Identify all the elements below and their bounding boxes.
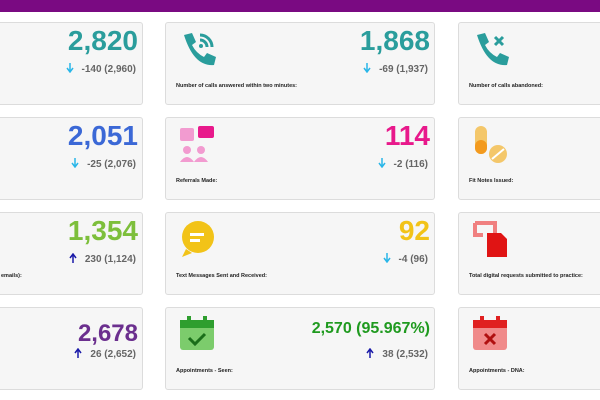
card-icon [471,314,511,359]
stat-change: 230 (1,124) [69,252,136,266]
stat-label: Number of calls abandoned: [469,83,543,89]
stat-change: -4 (96) [382,253,428,266]
card-icon [178,314,218,359]
change-text: -25 (2,076) [87,159,136,170]
stat-value: 114 [384,120,430,151]
card-icon [471,219,511,264]
card-icon [471,29,511,74]
stat-value: 2,678 [77,320,138,347]
stat-label: emails): [1,273,22,279]
stat-label: Number of calls answered within two minu… [176,83,298,89]
trend-arrow [366,347,375,361]
change-text: -2 (116) [393,159,428,170]
change-text: -4 (96) [398,254,428,265]
change-text: -69 (1,937) [379,64,428,75]
stat-card: 2,678 26 (2,652) [0,307,143,390]
trend-arrow [382,253,391,266]
change-text: 26 (2,652) [90,349,136,360]
trend-arrow [377,158,386,171]
stat-value: 1,868 [359,25,430,56]
trend-arrow [74,347,83,361]
stat-card: Number of calls abandoned: [458,22,600,105]
stat-card: 2,820 -140 (2,960) [0,22,143,105]
stat-card: 1,868 -69 (1,937) Number of calls answered… [165,22,435,105]
change-text: 38 (2,532) [382,349,428,360]
stat-card: 2,570 (95.967%) 38 (2,532) Appointments - … [165,307,435,390]
stat-label: Fit Notes Issued: [469,178,514,184]
stat-label: Text Messages Sent and Received: [176,273,267,279]
stat-value: 2,051 [67,120,138,151]
card-icon [178,29,218,74]
stat-card: 2,051 -25 (2,076) [0,117,143,200]
stat-change: -25 (2,076) [71,158,136,171]
stat-change: -140 (2,960) [65,63,136,76]
trend-arrow [69,252,77,266]
stat-label: Appointments - DNA: [469,368,525,374]
stat-card: 92 -4 (96) Text Messages Sent and Received… [165,212,435,295]
stat-label: Total digital requests submitted to prac… [469,273,583,279]
trend-arrow [65,63,74,76]
card-icon [471,124,511,169]
stat-change: 38 (2,532) [366,347,428,361]
stat-value: 1,354 [67,215,138,246]
stat-label: Appointments - Seen: [176,368,233,374]
trend-arrow [363,63,371,76]
stat-value: 2,570 (95.967%) [311,320,430,337]
change-text: -140 (2,960) [81,64,136,75]
stat-value: 92 [398,215,430,246]
stat-card: 1,354 230 (1,124) emails): [0,212,143,295]
trend-arrow [71,158,79,171]
stat-card: Appointments - DNA: [458,307,600,390]
card-icon [178,124,218,169]
header-bar [0,0,600,12]
stat-label: Referrals Made: [176,178,218,184]
card-icon [178,219,218,264]
stat-change: 26 (2,652) [74,347,136,361]
stat-change: -69 (1,937) [363,63,428,76]
stat-value: 2,820 [67,25,138,56]
stat-card: 114 -2 (116) Referrals Made: [165,117,435,200]
change-text: 230 (1,124) [84,254,136,265]
stat-change: -2 (116) [377,158,428,171]
stat-card: Fit Notes Issued: [458,117,600,200]
stat-card: Total digital requests submitted to prac… [458,212,600,295]
